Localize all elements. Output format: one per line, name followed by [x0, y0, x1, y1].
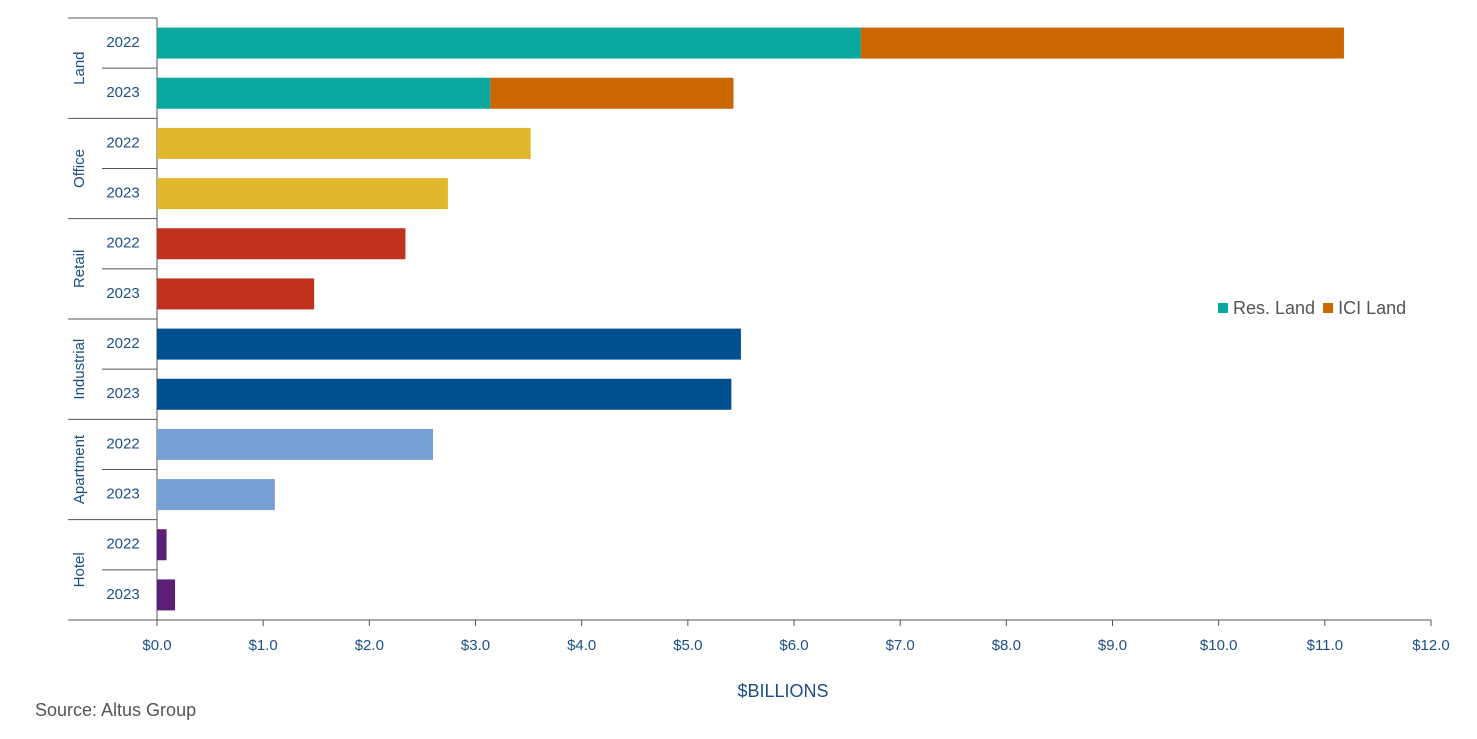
legend-label: Res. Land	[1233, 298, 1315, 318]
bar	[860, 27, 1344, 59]
bar	[157, 579, 176, 611]
x-axis-label: $BILLIONS	[737, 681, 828, 701]
x-tick-label: $10.0	[1200, 637, 1238, 654]
x-tick-label: $5.0	[673, 637, 702, 654]
x-tick-label: $7.0	[886, 637, 915, 654]
x-tick-label: $2.0	[355, 637, 384, 654]
x-tick-label: $4.0	[567, 637, 596, 654]
source: Source: Altus Group	[35, 700, 196, 720]
y-tick-label: 2023	[106, 486, 139, 503]
x-tick-label: $6.0	[779, 637, 808, 654]
group-label: Land	[71, 51, 88, 84]
y-tick-label: 2023	[106, 84, 139, 101]
y-tick-label: 2023	[106, 586, 139, 603]
bar	[157, 479, 275, 511]
y-tick-label: 2022	[106, 34, 139, 51]
x-tick-label: $11.0	[1307, 637, 1343, 654]
x-tick-label: $0.0	[142, 637, 171, 654]
y-tick-label: 2023	[106, 385, 139, 402]
y-tick-label: 2023	[106, 185, 139, 202]
legend-swatch	[1218, 303, 1228, 313]
bar	[490, 77, 734, 109]
bar	[157, 27, 861, 59]
bar	[157, 127, 531, 159]
y-tick-label: 2022	[106, 335, 139, 352]
bar	[157, 328, 741, 360]
group-label: Retail	[71, 250, 88, 288]
x-tick-label: $1.0	[249, 637, 278, 654]
x-tick-label: $3.0	[461, 637, 490, 654]
group-label: Apartment	[71, 434, 88, 504]
y-tick-label: 2022	[106, 134, 139, 151]
x-tick-label: $8.0	[992, 637, 1021, 654]
legend-swatch	[1323, 303, 1334, 313]
bar	[157, 77, 491, 109]
bar	[157, 378, 732, 410]
y-tick-label: 2022	[106, 435, 139, 452]
bar	[157, 428, 434, 460]
group-label: Industrial	[71, 339, 88, 400]
bar	[157, 228, 406, 260]
bar	[157, 529, 167, 561]
x-tick-label: $9.0	[1098, 637, 1127, 654]
bar	[157, 178, 448, 210]
x-tick-label: $12.0	[1412, 637, 1450, 654]
bar	[157, 278, 315, 310]
legend-label: ICI Land	[1338, 298, 1406, 318]
group-label: Office	[71, 149, 88, 188]
y-tick-label: 2023	[106, 285, 139, 302]
y-tick-label: 2022	[106, 235, 139, 252]
y-tick-label: 2022	[106, 536, 139, 553]
group-label: Hotel	[71, 552, 88, 587]
